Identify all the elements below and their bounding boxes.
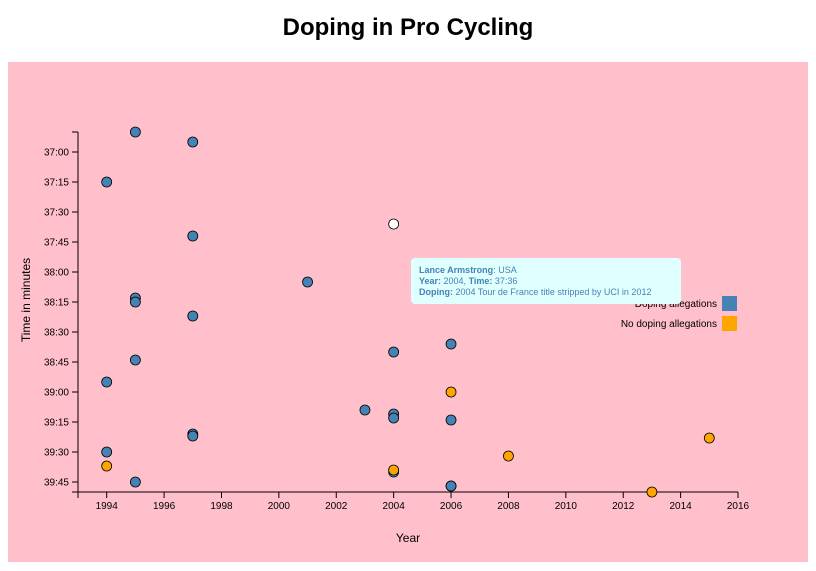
- data-point: [445, 386, 457, 398]
- tooltip-doping-value: 2004 Tour de France title stripped by UC…: [453, 287, 652, 297]
- y-tick-label: 38:15: [44, 298, 69, 309]
- y-tick-label: 39:45: [44, 478, 69, 489]
- x-tick-label: 2004: [383, 501, 406, 512]
- data-point: [703, 432, 715, 444]
- data-point: [388, 464, 400, 476]
- y-tick-label: 37:45: [44, 238, 69, 249]
- data-point: [503, 450, 514, 462]
- data-point: [129, 296, 141, 308]
- y-tick-label: 37:00: [44, 148, 69, 159]
- data-point: [388, 412, 400, 424]
- tooltip-doping-label: Doping:: [419, 287, 453, 297]
- tooltip-year-label: Year:: [419, 276, 442, 286]
- data-point: [359, 404, 371, 416]
- data-point: [388, 346, 400, 358]
- y-axis-title: Time in minutes: [19, 258, 33, 342]
- tooltip-time-label: Time:: [468, 276, 493, 286]
- legend-label: Doping allegations: [635, 299, 717, 310]
- x-tick-label: 2010: [555, 501, 578, 512]
- tooltip: Lance Armstrong: USA Year: 2004, Time: 3…: [411, 258, 681, 304]
- x-tick-label: 2008: [497, 501, 520, 512]
- data-point-highlighted: [388, 218, 400, 230]
- tooltip-nationality: : USA: [493, 265, 517, 275]
- x-tick-label: 1994: [96, 501, 119, 512]
- data-point: [129, 126, 141, 138]
- data-point: [445, 338, 457, 350]
- data-point: [101, 460, 113, 472]
- tooltip-time-value: 37:36: [492, 276, 518, 286]
- tooltip-line-year: Year: 2004, Time: 37:36: [419, 276, 673, 287]
- x-tick-label: 1996: [153, 501, 176, 512]
- x-tick-label: 2000: [268, 501, 291, 512]
- y-tick-label: 38:45: [44, 358, 69, 369]
- y-tick-label: 39:30: [44, 448, 69, 459]
- data-point: [187, 430, 199, 442]
- x-tick-label: 2002: [325, 501, 348, 512]
- x-tick-label: 2012: [612, 501, 635, 512]
- y-tick-label: 39:15: [44, 418, 69, 429]
- tooltip-rider-name: Lance Armstrong: [419, 265, 494, 275]
- data-point: [101, 376, 113, 388]
- scatter-chart: 1994 1996 1998 2000 2002 2004 2006 2008 2010 2012…: [19, 126, 750, 545]
- legend-swatch: [722, 296, 737, 311]
- x-tick-label: 2014: [669, 501, 692, 512]
- legend-swatch: [722, 316, 737, 331]
- y-tick-label: 38:30: [44, 328, 69, 339]
- data-point: [187, 136, 199, 148]
- x-tick-label: 2016: [727, 501, 750, 512]
- y-tick-label: 38:00: [44, 268, 69, 279]
- x-axis-title: Year: [396, 531, 420, 545]
- y-tick-label: 37:30: [44, 208, 69, 219]
- legend-label: No doping allegations: [621, 319, 717, 330]
- data-point: [129, 476, 141, 488]
- y-tick-label: 37:15: [44, 178, 69, 189]
- data-point: [101, 446, 113, 458]
- data-point: [445, 414, 457, 426]
- y-tick-label: 39:00: [44, 388, 69, 399]
- data-point: [302, 276, 313, 288]
- tooltip-year-value: 2004,: [441, 276, 469, 286]
- data-point: [187, 230, 199, 242]
- x-tick-label: 2006: [440, 501, 463, 512]
- tooltip-line-doping: Doping: 2004 Tour de France title stripp…: [419, 287, 673, 298]
- data-point: [187, 310, 199, 322]
- tooltip-line-rider: Lance Armstrong: USA: [419, 265, 673, 276]
- data-point: [445, 480, 457, 492]
- chart-panel: 1994 1996 1998 2000 2002 2004 2006 2008 2010 2012…: [8, 62, 808, 562]
- page-title: Doping in Pro Cycling: [282, 14, 534, 41]
- x-tick-label: 1998: [210, 501, 233, 512]
- data-point: [101, 176, 113, 188]
- data-point: [646, 486, 658, 498]
- data-point: [129, 354, 141, 366]
